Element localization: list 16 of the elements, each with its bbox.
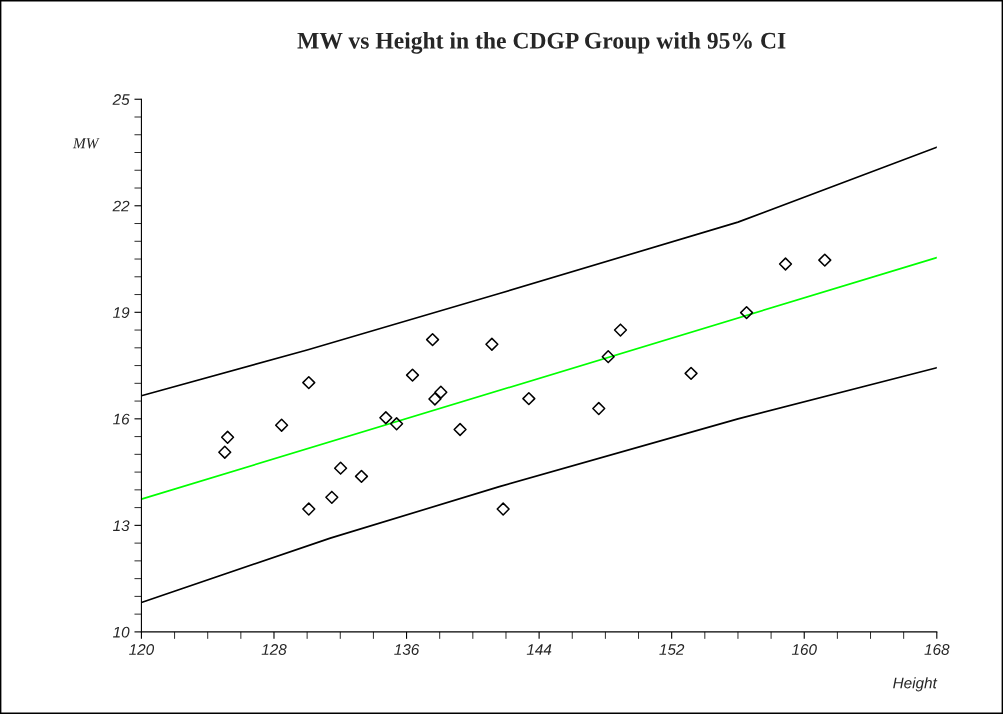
y-tick-label: 16	[113, 413, 130, 425]
y-tick-label: 10	[113, 626, 130, 638]
x-tick-label: 136	[394, 644, 420, 655]
x-tick-label: 120	[129, 644, 155, 655]
x-tick-label: 144	[526, 644, 552, 655]
y-axis-title: MW	[72, 138, 100, 149]
x-tick-label: 128	[261, 644, 287, 655]
x-tick-label: 168	[924, 644, 950, 655]
x-tick-label: 152	[659, 644, 685, 655]
chart-title: MW vs Height in the CDGP Group with 95% CI	[297, 32, 786, 54]
y-tick-label: 22	[112, 200, 130, 212]
x-axis-title: Height	[893, 677, 938, 692]
x-tick-label: 160	[791, 644, 817, 655]
y-tick-label: 19	[113, 307, 130, 318]
y-tick-label: 25	[112, 94, 130, 105]
y-tick-label: 13	[113, 520, 130, 532]
